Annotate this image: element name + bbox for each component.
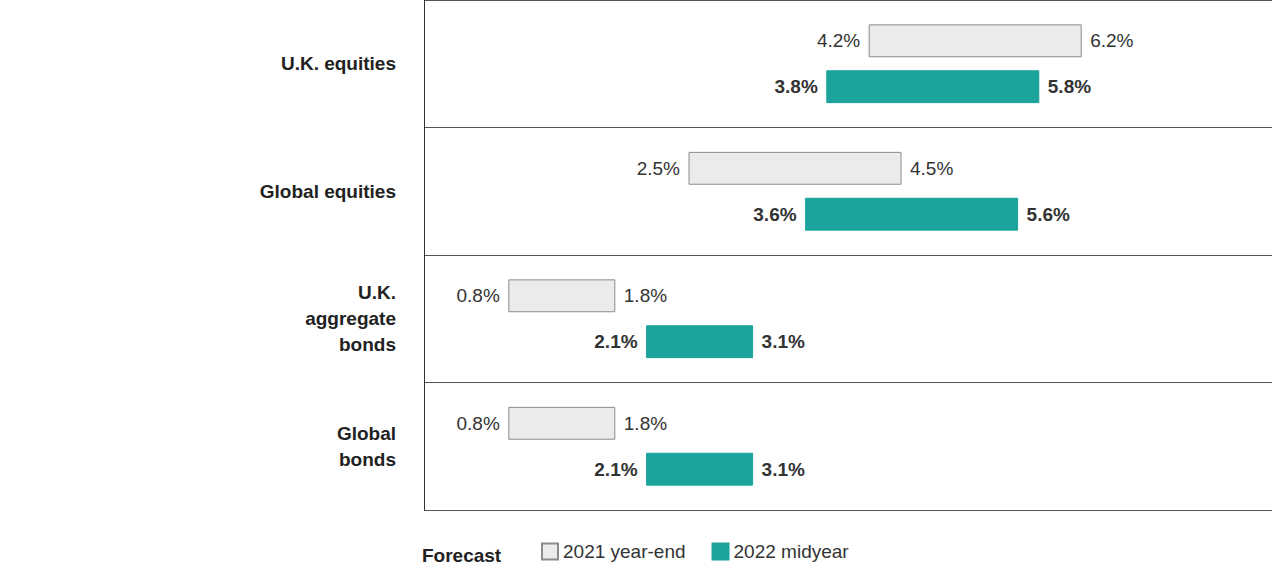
svg-text:5.6%: 5.6% (1027, 204, 1070, 225)
svg-text:bonds: bonds (339, 334, 396, 355)
svg-text:bonds: bonds (339, 449, 396, 470)
svg-text:3.1%: 3.1% (762, 459, 805, 480)
svg-text:2.1%: 2.1% (594, 331, 637, 352)
svg-text:4.5%: 4.5% (910, 158, 953, 179)
svg-text:2021 year-end: 2021 year-end (563, 541, 686, 562)
svg-text:6.2%: 6.2% (1090, 30, 1133, 51)
svg-text:2.5%: 2.5% (637, 158, 680, 179)
svg-text:U.K.: U.K. (358, 282, 396, 303)
svg-text:2.1%: 2.1% (594, 459, 637, 480)
svg-text:3.8%: 3.8% (774, 76, 817, 97)
svg-text:3.6%: 3.6% (753, 204, 796, 225)
svg-text:aggregate: aggregate (305, 308, 396, 329)
svg-text:1.8%: 1.8% (624, 413, 667, 434)
svg-text:0.8%: 0.8% (456, 285, 499, 306)
svg-text:Global equities: Global equities (260, 181, 396, 202)
svg-text:0.8%: 0.8% (456, 413, 499, 434)
svg-text:1.8%: 1.8% (624, 285, 667, 306)
svg-text:2022 midyear: 2022 midyear (734, 541, 850, 562)
svg-text:U.K. equities: U.K. equities (281, 53, 396, 74)
svg-text:3.1%: 3.1% (762, 331, 805, 352)
svg-text:Global: Global (337, 423, 396, 444)
svg-text:Forecast: Forecast (422, 545, 502, 566)
svg-text:5.8%: 5.8% (1048, 76, 1091, 97)
svg-text:4.2%: 4.2% (817, 30, 860, 51)
